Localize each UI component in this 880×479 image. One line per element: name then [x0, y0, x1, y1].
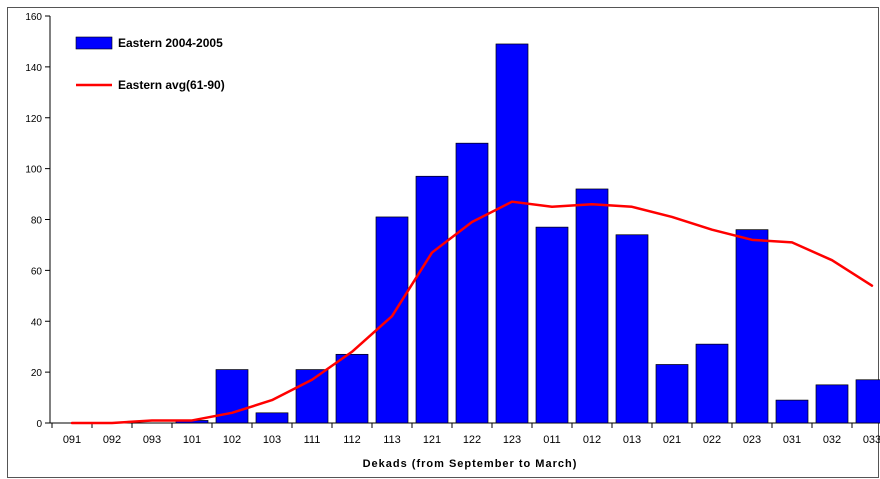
bar [535, 226, 569, 424]
x-tick-label: 101 [183, 434, 201, 446]
x-tick-label: 102 [223, 434, 241, 446]
bar [335, 353, 369, 424]
bar [655, 364, 689, 424]
x-tick-label: 122 [463, 434, 481, 446]
x-tick-label: 011 [543, 434, 561, 446]
x-tick-label: 091 [63, 434, 81, 446]
x-tick-label: 012 [583, 434, 601, 446]
legend: Eastern 2004-2005 Eastern avg(61-90) [75, 36, 225, 92]
y-tick-label: 60 [31, 266, 43, 277]
y-tick-label: 80 [31, 216, 43, 227]
y-tick-label: 20 [31, 368, 43, 379]
x-tick-label: 103 [263, 434, 281, 446]
y-tick-label: 40 [31, 317, 43, 328]
x-axis-label: Dekads (from September to March) [363, 458, 578, 470]
x-tick-label: 092 [103, 434, 121, 446]
bar-series [175, 43, 880, 424]
legend-swatch-bar [75, 36, 113, 50]
bar [415, 175, 449, 424]
bar [815, 384, 849, 424]
y-tick-label: 0 [36, 419, 42, 430]
x-tick-label: 093 [143, 434, 161, 446]
bar [615, 234, 649, 424]
x-tick-label: 013 [623, 434, 641, 446]
x-tick-label: 113 [383, 434, 401, 446]
y-axis: 0 20 40 60 80 100 120 140 160 [25, 12, 51, 430]
line-path [70, 200, 874, 425]
x-tick-label: 121 [423, 434, 441, 446]
x-tick-label: 031 [783, 434, 801, 446]
x-tick-label: 021 [663, 434, 681, 446]
y-tick-label: 140 [25, 63, 42, 74]
x-tick-label: 112 [343, 434, 361, 446]
x-tick-label: 111 [304, 434, 321, 446]
bar [775, 399, 809, 424]
bar [735, 229, 769, 424]
x-tick-label: 032 [823, 434, 841, 446]
bar [455, 142, 489, 424]
bar [575, 188, 609, 424]
bar [375, 216, 409, 424]
bar [695, 343, 729, 424]
bar [495, 43, 529, 424]
x-tick-label: 033 [863, 434, 880, 446]
bar [255, 412, 289, 424]
bar [295, 369, 329, 424]
legend-label-line: Eastern avg(61-90) [118, 78, 225, 92]
x-tick-label: 123 [503, 434, 521, 446]
y-tick-label: 100 [25, 165, 42, 176]
legend-label-bar: Eastern 2004-2005 [118, 36, 223, 50]
x-tick-label: 023 [743, 434, 761, 446]
y-tick-label: 120 [25, 114, 42, 125]
line-series [70, 200, 874, 425]
y-tick-label: 160 [25, 12, 42, 23]
x-tick-label: 022 [703, 434, 721, 446]
bar [855, 379, 880, 424]
